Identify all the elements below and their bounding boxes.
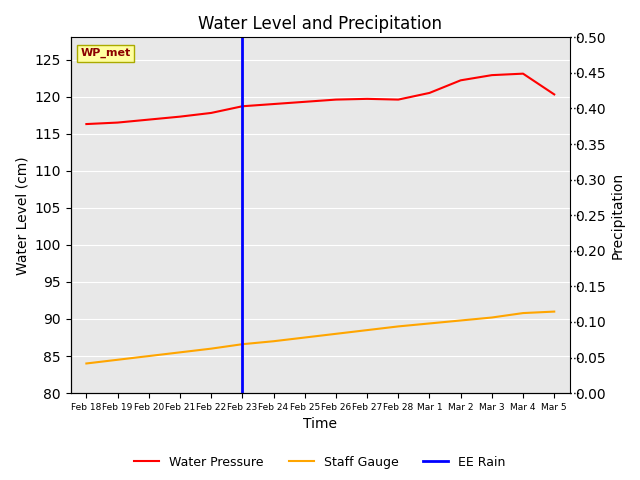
Staff Gauge: [145, 353, 152, 359]
Water Pressure: [114, 120, 122, 125]
Staff Gauge: [301, 335, 308, 340]
Water Pressure: [550, 92, 558, 97]
Water Pressure: [426, 90, 433, 96]
Staff Gauge: [550, 309, 558, 314]
Water Pressure: [488, 72, 496, 78]
Water Pressure: [394, 96, 402, 102]
Water Pressure: [301, 99, 308, 105]
Staff Gauge: [207, 346, 215, 351]
Line: Staff Gauge: Staff Gauge: [86, 312, 554, 363]
Water Pressure: [176, 114, 184, 120]
Title: Water Level and Precipitation: Water Level and Precipitation: [198, 15, 442, 33]
Staff Gauge: [332, 331, 340, 336]
Staff Gauge: [457, 318, 465, 324]
Water Pressure: [239, 103, 246, 109]
Water Pressure: [364, 96, 371, 102]
Staff Gauge: [488, 314, 496, 320]
Water Pressure: [519, 71, 527, 76]
Text: WP_met: WP_met: [81, 48, 131, 58]
Legend: Water Pressure, Staff Gauge, EE Rain: Water Pressure, Staff Gauge, EE Rain: [129, 451, 511, 474]
Water Pressure: [269, 101, 277, 107]
Staff Gauge: [519, 310, 527, 316]
Staff Gauge: [269, 338, 277, 344]
Staff Gauge: [394, 324, 402, 329]
Y-axis label: Precipitation: Precipitation: [611, 172, 625, 259]
Staff Gauge: [114, 357, 122, 363]
Staff Gauge: [176, 349, 184, 355]
Line: Water Pressure: Water Pressure: [86, 73, 554, 124]
Water Pressure: [457, 77, 465, 83]
Staff Gauge: [364, 327, 371, 333]
Y-axis label: Water Level (cm): Water Level (cm): [15, 156, 29, 275]
Staff Gauge: [83, 360, 90, 366]
Water Pressure: [83, 121, 90, 127]
Water Pressure: [332, 96, 340, 102]
Water Pressure: [145, 117, 152, 122]
X-axis label: Time: Time: [303, 418, 337, 432]
Staff Gauge: [239, 341, 246, 347]
Water Pressure: [207, 110, 215, 116]
Staff Gauge: [426, 321, 433, 326]
